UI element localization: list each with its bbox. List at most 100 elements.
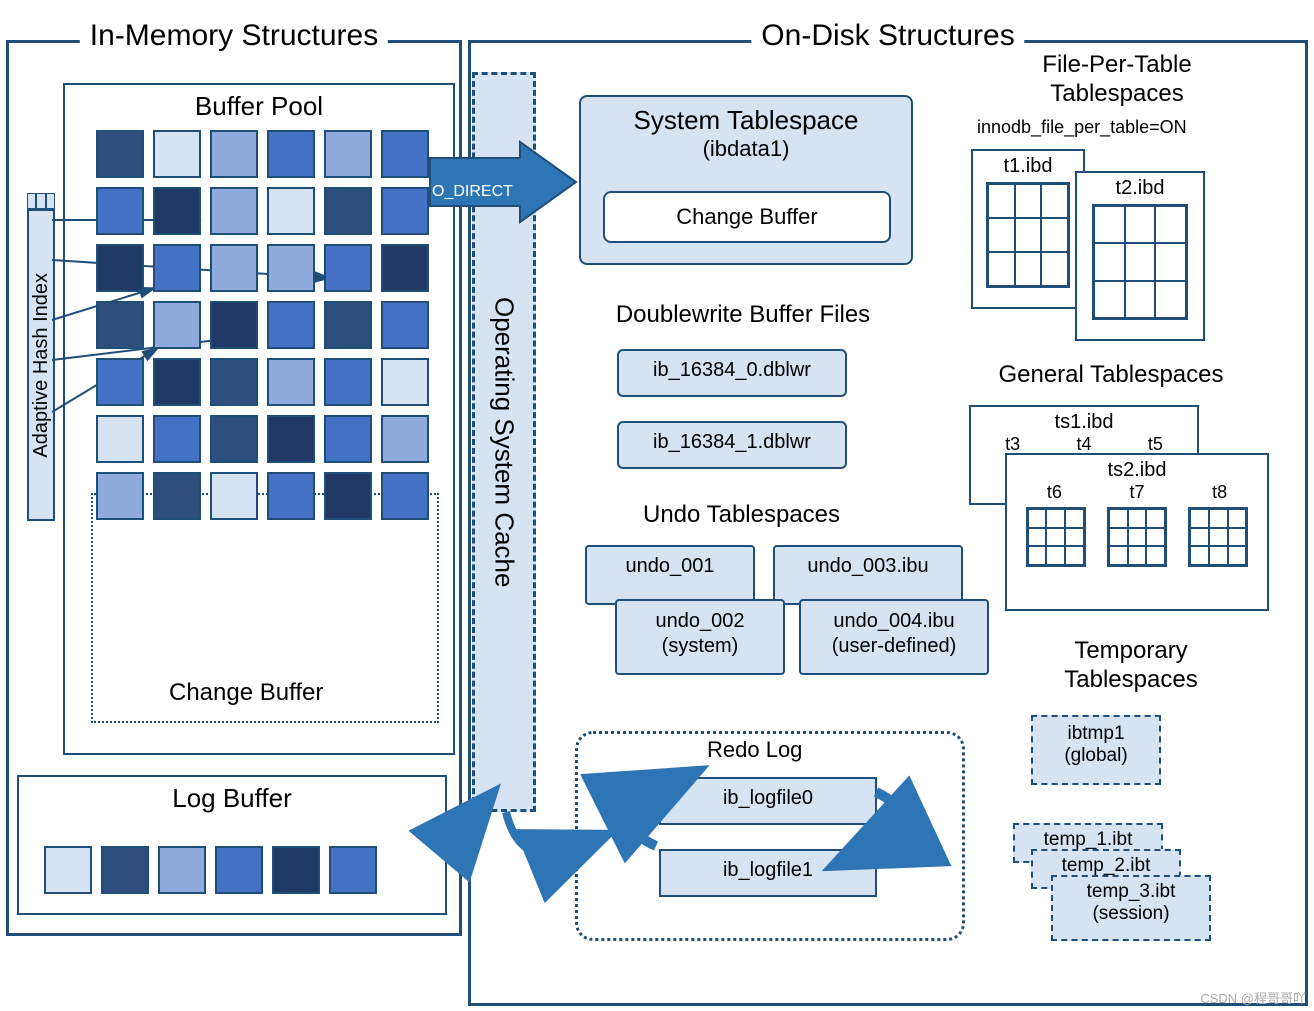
log-buffer-block bbox=[329, 846, 377, 894]
buffer-pool-block bbox=[96, 187, 144, 235]
ts2-g3 bbox=[1188, 507, 1248, 567]
undo-002: undo_002 (system) bbox=[615, 599, 785, 675]
buffer-pool-block bbox=[381, 187, 429, 235]
buffer-pool-block bbox=[324, 244, 372, 292]
buffer-pool-block bbox=[210, 415, 258, 463]
system-change-buffer: Change Buffer bbox=[603, 191, 891, 243]
fpt-t2-grid bbox=[1092, 204, 1188, 320]
ts1-t3: t3 bbox=[1005, 434, 1020, 455]
buffer-pool-block bbox=[381, 358, 429, 406]
ts2-label: ts2.ibd bbox=[1007, 459, 1267, 482]
buffer-pool-block bbox=[210, 472, 258, 520]
buffer-pool-block bbox=[153, 358, 201, 406]
buffer-pool-block bbox=[153, 130, 201, 178]
os-cache-label: Operating System Cache bbox=[489, 297, 520, 587]
buffer-pool-block bbox=[153, 415, 201, 463]
buffer-pool-title: Buffer Pool bbox=[65, 85, 453, 124]
buffer-pool-block bbox=[381, 301, 429, 349]
adaptive-hash-ticks bbox=[27, 193, 55, 209]
ts1-t4: t4 bbox=[1076, 434, 1091, 455]
buffer-pool-block bbox=[153, 187, 201, 235]
adaptive-hash-label: Adaptive Hash Index bbox=[30, 273, 53, 458]
fpt-t2-label: t2.ibd bbox=[1077, 177, 1203, 200]
ts2-t7: t7 bbox=[1129, 482, 1144, 503]
temp-head: Temporary Tablespaces bbox=[1031, 637, 1231, 695]
system-change-buffer-label: Change Buffer bbox=[676, 204, 817, 230]
buffer-pool-block bbox=[324, 130, 372, 178]
buffer-pool-block bbox=[96, 472, 144, 520]
fpt-t1-label: t1.ibd bbox=[973, 155, 1083, 178]
redo-file0: ib_logfile0 bbox=[659, 777, 877, 825]
change-buffer-label: Change Buffer bbox=[169, 679, 323, 707]
fpt-t1: t1.ibd bbox=[971, 149, 1085, 309]
ts1-label: ts1.ibd bbox=[971, 411, 1197, 434]
buffer-pool-block bbox=[267, 472, 315, 520]
system-tablespace-ibdata1: (ibdata1) bbox=[581, 136, 911, 162]
buffer-pool-block bbox=[210, 301, 258, 349]
ibtmp1: ibtmp1 (global) bbox=[1031, 715, 1161, 785]
buffer-pool-block bbox=[96, 358, 144, 406]
buffer-pool-block bbox=[267, 415, 315, 463]
ts2-box: ts2.ibd t6 t7 t8 bbox=[1005, 453, 1269, 611]
log-buffer-block bbox=[44, 846, 92, 894]
adaptive-hash-box: Adaptive Hash Index bbox=[27, 209, 55, 521]
on-disk-panel: On-Disk Structures System Tablespace (ib… bbox=[468, 40, 1308, 1006]
buffer-pool-block bbox=[324, 301, 372, 349]
watermark: CSDN @程哥哥吖 bbox=[1200, 988, 1306, 1007]
log-buffer-block bbox=[158, 846, 206, 894]
buffer-pool-block bbox=[210, 244, 258, 292]
log-buffer-title: Log Buffer bbox=[19, 777, 445, 816]
buffer-pool-block bbox=[210, 187, 258, 235]
buffer-pool-block bbox=[267, 301, 315, 349]
undo-004: undo_004.ibu (user-defined) bbox=[799, 599, 989, 675]
doublewrite-head: Doublewrite Buffer Files bbox=[583, 301, 903, 329]
ts2-g1 bbox=[1026, 507, 1086, 567]
redo-file1: ib_logfile1 bbox=[659, 849, 877, 897]
ts1-t5: t5 bbox=[1148, 434, 1163, 455]
ts2-t8: t8 bbox=[1212, 482, 1227, 503]
dblwr1: ib_16384_1.dblwr bbox=[617, 421, 847, 469]
buffer-pool-block bbox=[381, 244, 429, 292]
in-memory-title: In-Memory Structures bbox=[80, 19, 388, 53]
buffer-pool-block bbox=[324, 358, 372, 406]
buffer-pool-block bbox=[210, 358, 258, 406]
log-buffer-block bbox=[272, 846, 320, 894]
buffer-pool-block bbox=[381, 415, 429, 463]
undo-003: undo_003.ibu bbox=[773, 545, 963, 605]
fpt-t2: t2.ibd bbox=[1075, 171, 1205, 341]
undo-001: undo_001 bbox=[585, 545, 755, 605]
ts2-t6: t6 bbox=[1047, 482, 1062, 503]
buffer-pool-block bbox=[324, 415, 372, 463]
buffer-pool-block bbox=[96, 415, 144, 463]
ts2-g2 bbox=[1107, 507, 1167, 567]
buffer-pool-block bbox=[96, 130, 144, 178]
log-buffer-block bbox=[101, 846, 149, 894]
fpt-sub: innodb_file_per_table=ON bbox=[977, 117, 1187, 138]
undo-head: Undo Tablespaces bbox=[643, 501, 840, 529]
buffer-pool-block bbox=[267, 358, 315, 406]
buffer-pool-block bbox=[210, 130, 258, 178]
log-buffer-block bbox=[215, 846, 263, 894]
buffer-pool-block bbox=[96, 301, 144, 349]
buffer-pool-block bbox=[324, 472, 372, 520]
fpt-head: File-Per-Table Tablespaces bbox=[987, 51, 1247, 109]
temp-3: temp_3.ibt (session) bbox=[1051, 875, 1211, 941]
system-tablespace-title: System Tablespace bbox=[581, 105, 911, 136]
buffer-pool-block bbox=[267, 244, 315, 292]
buffer-pool-block bbox=[153, 244, 201, 292]
buffer-pool-block bbox=[267, 187, 315, 235]
buffer-pool-block bbox=[381, 130, 429, 178]
log-buffer-box: Log Buffer bbox=[17, 775, 447, 915]
fpt-t1-grid bbox=[986, 182, 1070, 288]
buffer-pool-block bbox=[267, 130, 315, 178]
os-cache: Operating System Cache bbox=[472, 72, 536, 812]
buffer-pool-block bbox=[324, 187, 372, 235]
buffer-pool-block bbox=[381, 472, 429, 520]
dblwr0: ib_16384_0.dblwr bbox=[617, 349, 847, 397]
buffer-pool-block bbox=[153, 301, 201, 349]
redo-head: Redo Log bbox=[707, 737, 802, 763]
buffer-pool-block bbox=[153, 472, 201, 520]
general-head: General Tablespaces bbox=[971, 361, 1251, 389]
on-disk-title: On-Disk Structures bbox=[751, 19, 1024, 53]
buffer-pool-block bbox=[96, 244, 144, 292]
